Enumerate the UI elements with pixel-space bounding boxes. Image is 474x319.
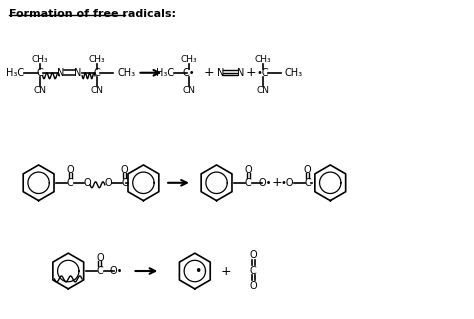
Text: C•: C•: [182, 68, 195, 78]
Text: O: O: [104, 178, 112, 188]
Text: CH₃: CH₃: [89, 56, 105, 64]
Text: C: C: [97, 266, 103, 276]
Text: +: +: [246, 66, 256, 79]
Text: •C: •C: [257, 68, 269, 78]
Text: O•: O•: [258, 178, 272, 188]
Text: Formation of free radicals:: Formation of free radicals:: [9, 9, 176, 19]
Text: H₃C: H₃C: [6, 68, 24, 78]
Text: +: +: [203, 66, 214, 79]
Text: CN: CN: [33, 86, 46, 95]
Text: C: C: [250, 266, 256, 276]
Text: N: N: [237, 68, 244, 78]
Text: CN: CN: [182, 86, 195, 95]
Text: N: N: [74, 68, 82, 78]
Text: O: O: [66, 165, 74, 175]
Text: CH₃: CH₃: [31, 56, 48, 64]
Text: N: N: [57, 68, 64, 78]
Text: CH₃: CH₃: [181, 56, 197, 64]
Text: O: O: [249, 250, 257, 260]
Text: CH₃: CH₃: [118, 68, 136, 78]
Text: O: O: [249, 281, 257, 291]
Text: C: C: [36, 68, 43, 78]
Text: •: •: [194, 264, 201, 278]
Text: O: O: [96, 253, 104, 263]
Text: +: +: [220, 264, 231, 278]
Text: C: C: [245, 178, 252, 188]
Text: CN: CN: [256, 86, 270, 95]
Text: C: C: [121, 178, 128, 188]
Text: CH₃: CH₃: [285, 68, 303, 78]
Text: O: O: [121, 165, 128, 175]
Text: O: O: [83, 178, 91, 188]
Text: N: N: [217, 68, 224, 78]
Text: CH₃: CH₃: [255, 56, 271, 64]
Text: O•: O•: [110, 266, 123, 276]
Text: C: C: [304, 178, 311, 188]
Text: O: O: [245, 165, 252, 175]
Text: H₃C: H₃C: [156, 68, 174, 78]
Text: CN: CN: [91, 86, 103, 95]
Text: +: +: [272, 176, 282, 189]
Text: •O: •O: [281, 178, 294, 188]
Text: C: C: [93, 68, 100, 78]
Text: C: C: [67, 178, 73, 188]
Text: O: O: [304, 165, 311, 175]
